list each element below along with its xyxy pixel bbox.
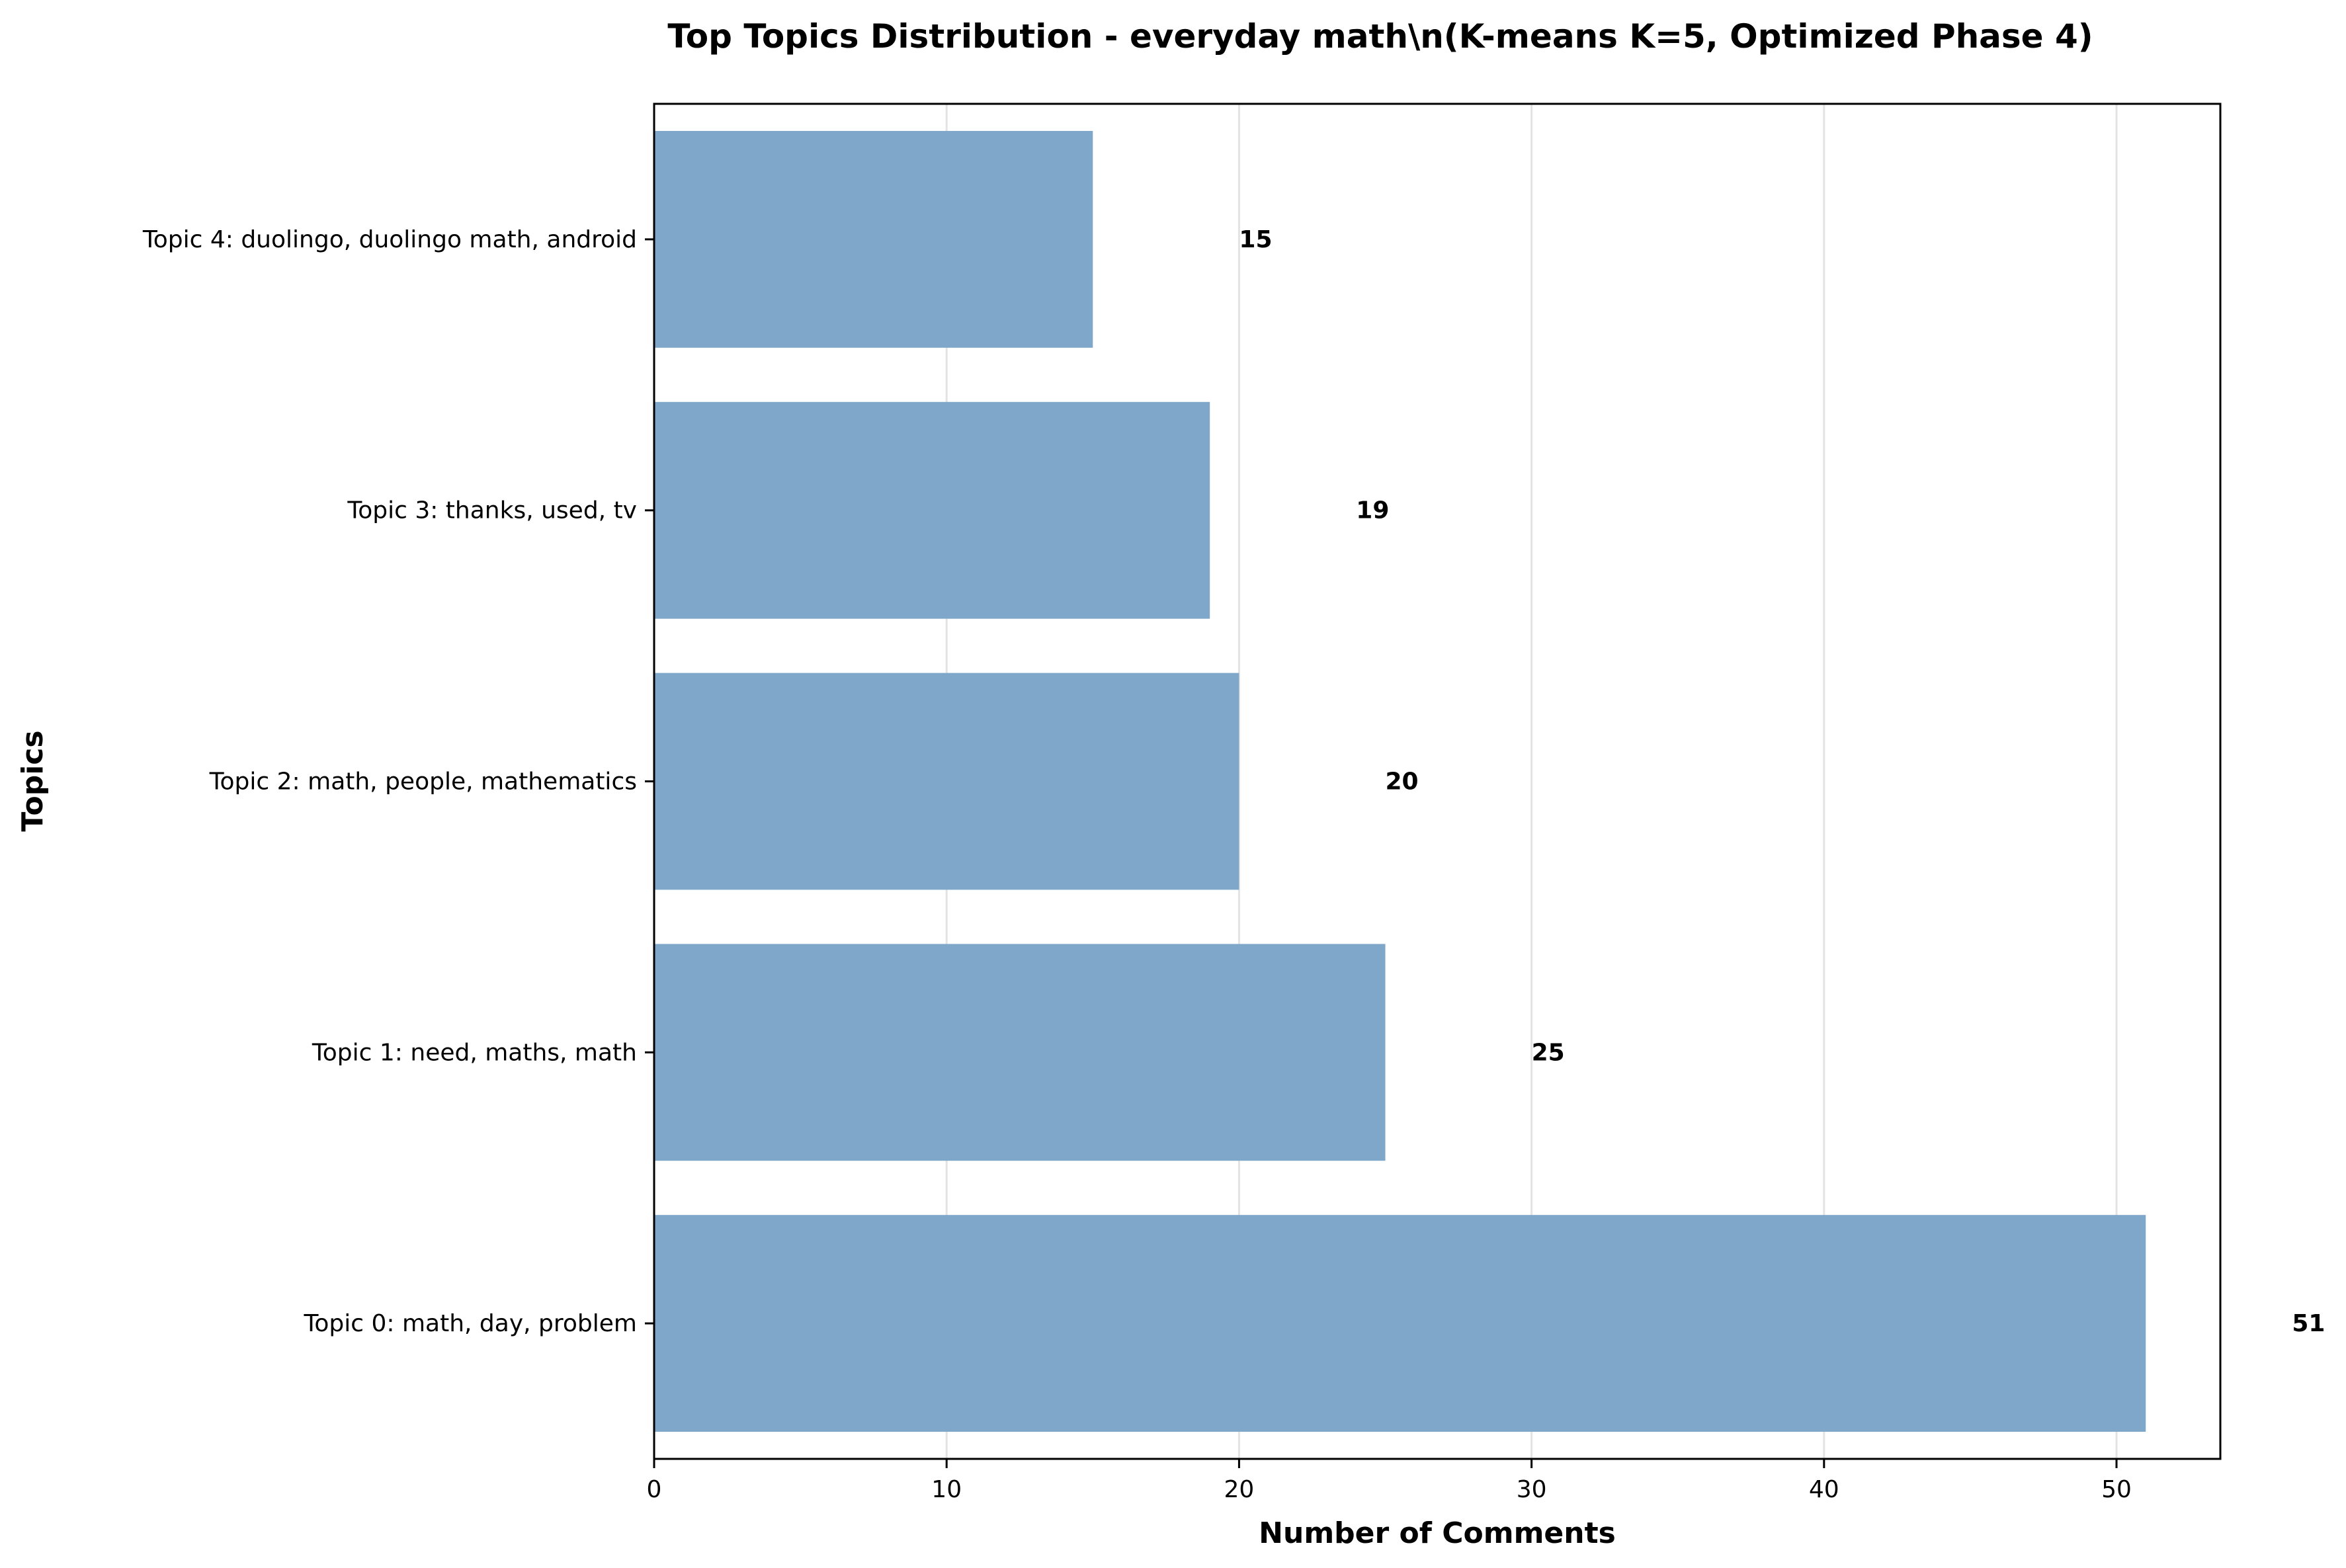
y-tick-label: Topic 1: need, maths, math [312, 1039, 637, 1066]
data-label: 15 [1239, 226, 1272, 253]
bar [654, 944, 1386, 1161]
x-tick-label: 40 [1809, 1476, 1839, 1503]
y-tick-label: Topic 3: thanks, used, tv [347, 497, 637, 524]
x-tick-label: 50 [2101, 1476, 2132, 1503]
y-tick-label: Topic 2: math, people, mathematics [209, 768, 637, 796]
bar [654, 401, 1210, 619]
x-tick-label: 30 [1517, 1476, 1547, 1503]
x-tick-label: 10 [931, 1476, 962, 1503]
y-tick-label: Topic 4: duolingo, duolingo math, androi… [142, 226, 637, 253]
x-axis-ticks: 0 10 20 30 40 50 [647, 1459, 2132, 1503]
chart-title: Top Topics Distribution - everyday math\… [667, 17, 2093, 56]
bar [654, 1215, 2146, 1432]
data-label: 20 [1386, 768, 1419, 796]
bars [654, 130, 2146, 1432]
data-label: 19 [1356, 497, 1389, 524]
x-tick-label: 0 [647, 1476, 662, 1503]
data-label: 51 [2292, 1310, 2325, 1337]
bar [654, 130, 1093, 348]
x-axis-label: Number of Comments [1259, 1516, 1616, 1550]
y-axis-ticks: Topic 0: math, day, problem Topic 1: need… [142, 226, 654, 1337]
data-labels: 51 25 20 19 15 [1239, 226, 2325, 1337]
bar [654, 673, 1239, 890]
x-tick-label: 20 [1224, 1476, 1255, 1503]
data-label: 25 [1532, 1039, 1565, 1066]
y-tick-label: Topic 0: math, day, problem [304, 1310, 637, 1337]
y-axis-label: Topics [16, 730, 50, 831]
